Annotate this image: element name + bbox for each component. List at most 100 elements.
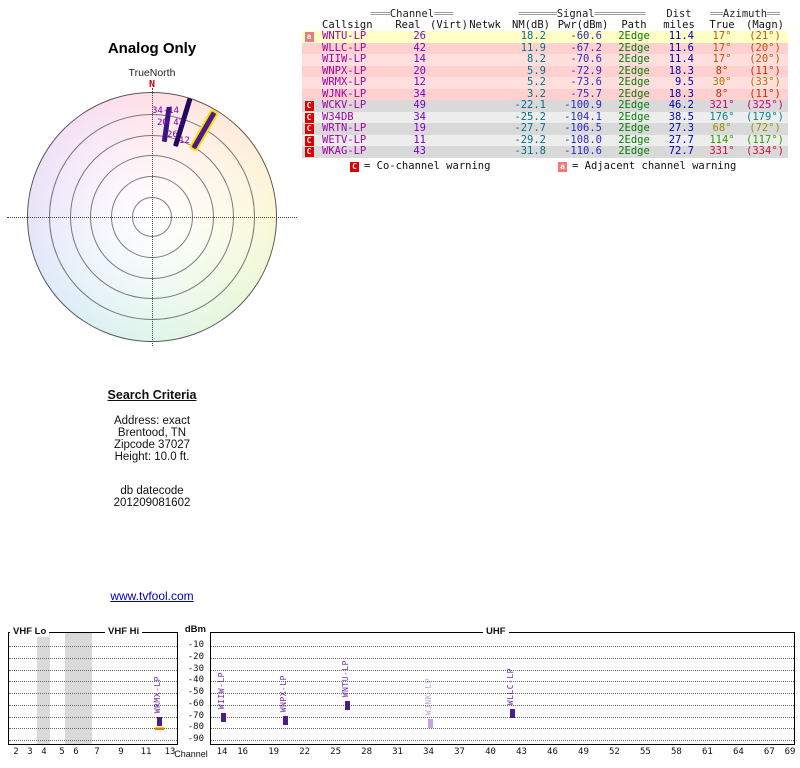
cell-nm: -27.7 (514, 122, 546, 134)
cell-netwk (462, 31, 508, 43)
uhf-band-label: UHF (483, 626, 509, 637)
cell-callsign: WLLC-LP (322, 41, 367, 54)
table-header-cell: (Magn) (746, 19, 784, 31)
search-height: Height: 10.0 ft. (114, 451, 190, 463)
co-channel-badge: C (304, 112, 314, 123)
table-column-header-row: Callsign Real (Virt) Netwk NM(dB) Pwr(dBm) Pat… (302, 20, 788, 31)
gridline (211, 704, 794, 706)
cell-pwr: -60.6 (570, 30, 602, 42)
cell-virt (430, 66, 462, 78)
cell-path: 2Edge (618, 64, 650, 77)
table-group-header: Dist (656, 9, 702, 20)
x-tick-label: 40 (485, 747, 496, 757)
cell-callsign: WJNK-LP (322, 87, 367, 100)
radar-marker-label: 12 (179, 136, 190, 146)
co-channel-badge: C (304, 135, 314, 146)
gridline (211, 716, 794, 718)
db-datecode-value: 201209081602 (113, 497, 191, 509)
station-bar[interactable] (156, 716, 162, 726)
cell-pwr: -108.0 (564, 133, 602, 146)
station-bar[interactable] (221, 713, 226, 723)
station-bar[interactable] (282, 715, 288, 725)
table-row[interactable]: C WCKV-LP 49 -22.1 -100.9 2Edge 46.2 321° (325°) (302, 99, 788, 112)
gridline (211, 657, 794, 659)
adjacent-channel-badge: a (558, 162, 567, 172)
cell-nm: -25.2 (514, 110, 546, 123)
cell-real: 12 (413, 76, 426, 88)
x-tick-label: 22 (299, 747, 311, 757)
y-tick-label: -30 (187, 663, 204, 674)
y-tick-label: -60 (187, 698, 204, 709)
cell-az_magn: (11°) (749, 87, 781, 100)
cell-nm: 11.9 (520, 41, 546, 54)
cell-callsign: WNTU-LP (322, 30, 367, 42)
table-row[interactable]: WRMX-LP 12 5.2 -73.6 2Edge 9.5 30° (33°) (302, 76, 788, 89)
warning-badge-cell (302, 66, 316, 78)
north-label: N (148, 79, 156, 90)
cell-callsign: WETV-LP (322, 133, 367, 146)
table-row[interactable]: a WNTU-LP 26 18.2 -60.6 2Edge 11.4 17° (21°) (302, 30, 788, 43)
y-axis-labels: -10 -20 -30 -40 -50 -60 -70 -80 -90 (174, 632, 206, 745)
station-bar[interactable] (510, 709, 516, 719)
table-header-cell: Callsign (322, 19, 373, 31)
cell-real: 11 (413, 133, 426, 146)
tvfool-link[interactable]: www.tvfool.com (110, 589, 194, 603)
station-label: WJNK-LP (423, 677, 433, 716)
x-tick-label: 31 (392, 747, 403, 757)
cell-pwr: -72.9 (570, 64, 602, 77)
cell-miles: 11.4 (668, 53, 694, 65)
cell-nm: 5.9 (527, 64, 546, 77)
cell-miles: 9.5 (675, 76, 694, 88)
table-row[interactable]: C W34DB 34 -25.2 -104.1 2Edge 38.5 176° (179°) (302, 110, 788, 123)
unused-band-shade (37, 633, 50, 744)
table-row[interactable]: WLLC-LP 42 11.9 -67.2 2Edge 11.6 17° (20°) (302, 41, 788, 54)
station-bar[interactable] (344, 701, 350, 711)
table-header-cell: (Virt) (430, 19, 468, 31)
table-row[interactable]: WIIW-LP 14 8.2 -70.6 2Edge 11.4 17° (20°) (302, 53, 788, 66)
x-tick-label: 16 (237, 747, 249, 757)
cell-real: 20 (413, 64, 426, 77)
cell-path: 2Edge (618, 87, 650, 100)
cell-az_magn: (334°) (746, 145, 784, 157)
group-header-rule: ══ (710, 8, 723, 20)
cell-miles: 72.7 (668, 145, 694, 157)
cell-az_true: 17° (712, 41, 732, 54)
x-tick-label: 25 (330, 747, 342, 757)
station-label: WRMX-LP (152, 675, 162, 713)
cell-virt (430, 31, 462, 43)
cell-az_true: 17° (712, 30, 732, 42)
table-row[interactable]: C WETV-LP 11 -29.2 -108.0 2Edge 27.7 114° (117°) (302, 133, 788, 147)
highlight-dash (154, 726, 164, 730)
y-tick-label: -40 (187, 675, 204, 686)
cell-virt (430, 54, 462, 66)
radar-station-marker[interactable] (190, 111, 216, 150)
cell-netwk (462, 54, 508, 66)
cell-real: 42 (413, 41, 426, 54)
cell-netwk (462, 123, 508, 135)
cell-miles: 18.3 (668, 87, 694, 100)
x-tick-label: 61 (701, 747, 713, 757)
x-tick-label: 55 (639, 747, 651, 757)
gridline (9, 728, 177, 730)
cell-netwk (462, 135, 508, 147)
station-bar[interactable] (427, 719, 433, 729)
cell-az_true: 331° (709, 145, 735, 157)
gridline (211, 681, 794, 683)
table-row[interactable]: C WKAG-LP 43 -31.8 -110.6 2Edge 72.7 331° (334°) (302, 145, 788, 158)
cell-miles: 18.3 (668, 64, 694, 77)
table-header-cell: Pwr(dBm) (557, 19, 609, 31)
y-tick-label: -70 (187, 710, 204, 721)
cell-virt (430, 89, 462, 101)
group-header-rule: ══════ (518, 8, 557, 20)
table-row[interactable]: WNPX-LP 20 5.9 -72.9 2Edge 18.3 8° (11°) (302, 64, 788, 78)
cell-virt (430, 100, 462, 112)
co-channel-badge: C (350, 162, 359, 172)
co-channel-badge: C (304, 124, 314, 134)
table-row[interactable]: C WRTN-LP 19 -27.7 -106.5 2Edge 27.3 68° (72°) (302, 122, 788, 135)
cell-nm: 18.2 (520, 30, 546, 42)
cell-az_true: 30° (712, 76, 732, 88)
adjacent-channel-legend-text: = Adjacent channel warning (572, 160, 737, 172)
cell-az_magn: (20°) (749, 53, 781, 65)
table-row[interactable]: WJNK-LP 34 3.2 -75.7 2Edge 18.3 8° (11°) (302, 87, 788, 101)
group-header-rule: ═══ (434, 8, 454, 20)
